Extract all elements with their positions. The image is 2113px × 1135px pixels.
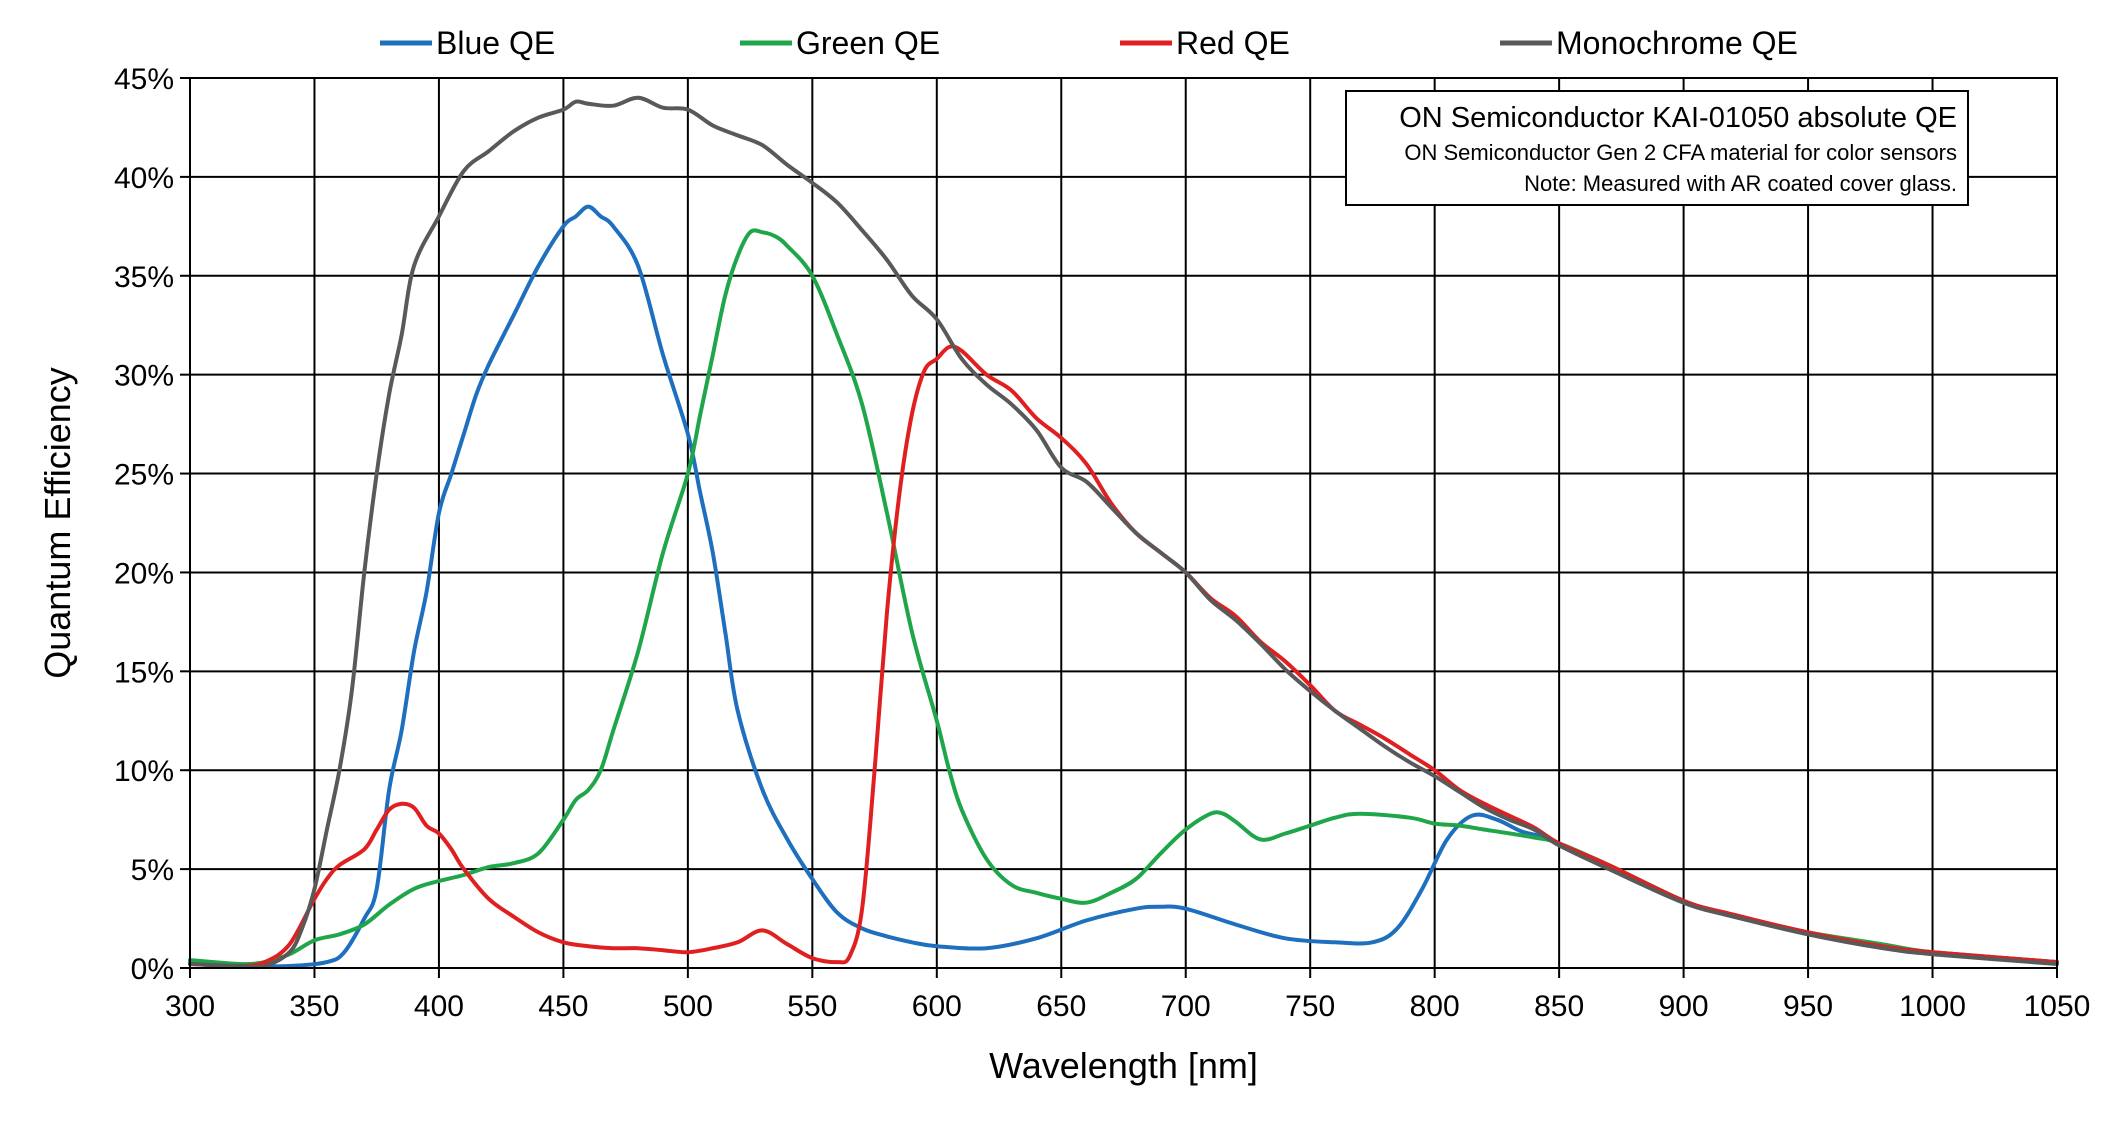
x-tick-label: 600 [912, 990, 962, 1023]
legend-item-monochrome-qe: Monochrome QE [1500, 25, 1798, 61]
y-tick-label: 45% [114, 63, 174, 96]
x-axis-title: Wavelength [nm] [989, 1045, 1258, 1086]
plot-area-border [189, 77, 2058, 969]
x-axis-ticks: 300 350 400 450 500 550 600 650 700 750 800 850 900 9… [165, 968, 2090, 1023]
annotation-line-1: ON Semiconductor Gen 2 CFA material for … [1404, 140, 1957, 165]
y-tick-label: 25% [114, 459, 174, 492]
legend-label-green-qe: Green QE [796, 25, 940, 61]
y-axis-title: Quantum Efficiency [37, 367, 78, 678]
annotation-title: ON Semiconductor KAI-01050 absolute QE [1399, 102, 1957, 134]
y-tick-label: 30% [114, 360, 174, 393]
x-tick-label: 900 [1659, 990, 1709, 1023]
annotation-border [1345, 90, 1969, 206]
x-tick-label: 450 [538, 990, 588, 1023]
y-tick-label: 20% [114, 557, 174, 590]
x-tick-label: 350 [289, 990, 339, 1023]
legend-label-blue-qe: Blue QE [436, 25, 555, 61]
legend-item-blue-qe: Blue QE [380, 25, 555, 61]
blue-qe-line [188, 204, 2059, 969]
y-tick-label: 35% [114, 261, 174, 294]
x-tick-label: 400 [414, 990, 464, 1023]
y-tick-label: 10% [114, 755, 174, 788]
y-tick-label: 40% [114, 162, 174, 195]
x-tick-label: 850 [1534, 990, 1584, 1023]
x-tick-label: 550 [787, 990, 837, 1023]
annotation-box: ON Semiconductor KAI-01050 absolute QE O… [1345, 90, 1969, 206]
x-tick-label: 1050 [2024, 990, 2091, 1023]
x-tick-label: 1000 [1899, 990, 1966, 1023]
x-tick-label: 750 [1285, 990, 1335, 1023]
x-tick-label: 500 [663, 990, 713, 1023]
legend-item-green-qe: Green QE [740, 25, 940, 61]
red-qe-line [188, 344, 2059, 969]
legend: Blue QE Green QE Red QE Monochrome QE [380, 25, 1798, 61]
green-qe-line [188, 228, 2059, 967]
x-tick-label: 650 [1036, 990, 1086, 1023]
y-tick-label: 15% [114, 656, 174, 689]
x-tick-label: 800 [1410, 990, 1460, 1023]
y-tick-label: 5% [131, 854, 174, 887]
monochrome-qe-line [188, 95, 2059, 970]
x-tick-label: 700 [1161, 990, 1211, 1023]
y-axis-ticks: 0% 5% 10% 15% 20% 25% 30% 35% 40% 45% [114, 63, 190, 986]
x-tick-label: 950 [1783, 990, 1833, 1023]
legend-label-red-qe: Red QE [1176, 25, 1290, 61]
series-layer [188, 95, 2059, 970]
legend-label-monochrome-qe: Monochrome QE [1556, 25, 1798, 61]
x-tick-label: 300 [165, 990, 215, 1023]
y-tick-label: 0% [131, 953, 174, 986]
legend-item-red-qe: Red QE [1120, 25, 1290, 61]
annotation-line-2: Note: Measured with AR coated cover glas… [1524, 171, 1957, 196]
